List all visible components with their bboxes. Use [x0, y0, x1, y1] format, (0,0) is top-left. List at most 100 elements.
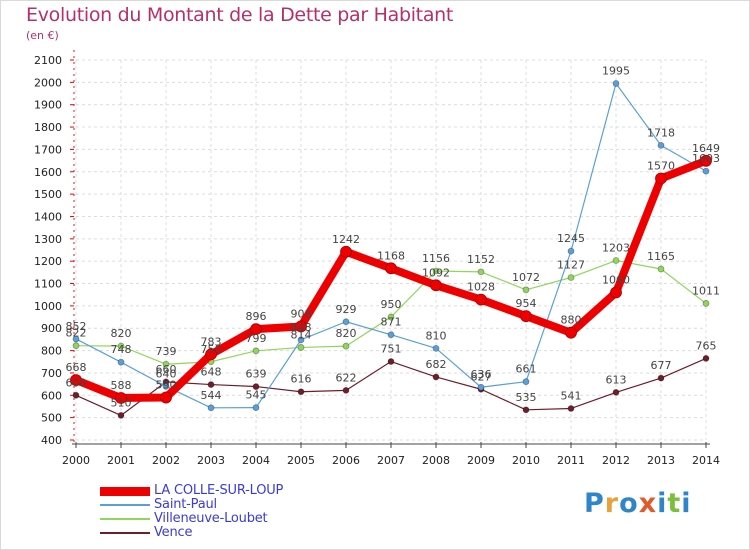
data-point-villeneuve-loubet [702, 300, 710, 307]
logo-letter: i [657, 488, 668, 519]
data-label-villeneuve-loubet: 950 [381, 298, 402, 311]
data-label-vence: 639 [246, 368, 267, 381]
x-tick-label: 2008 [422, 454, 450, 467]
data-label-villeneuve-loubet: 1165 [647, 250, 675, 263]
x-tick-label: 2000 [62, 454, 90, 467]
x-tick-label: 2014 [692, 454, 720, 467]
logo-letter: r [604, 488, 620, 519]
data-label-saint-paul: 852 [66, 320, 87, 333]
data-label-saint-paul: 661 [516, 363, 537, 376]
data-point-villeneuve-loubet [477, 268, 485, 276]
data-point-villeneuve-loubet [612, 257, 620, 264]
data-label-vence: 613 [606, 373, 627, 386]
data-point-la-colle-sur-loup [610, 286, 622, 299]
chart-title: Evolution du Montant de la Dette par Hab… [26, 4, 454, 26]
data-point-vence [612, 388, 620, 396]
data-point-vence [117, 412, 125, 419]
data-point-vence [522, 406, 530, 414]
data-point-villeneuve-loubet [297, 344, 305, 351]
data-label-saint-paul: 748 [111, 343, 132, 356]
legend-swatch [100, 518, 150, 520]
data-label-villeneuve-loubet: 1156 [422, 252, 450, 265]
data-label-villeneuve-loubet: 739 [156, 345, 177, 358]
data-point-vence [432, 373, 440, 381]
y-tick-label: 2000 [34, 76, 62, 89]
data-label-villeneuve-loubet: 1127 [557, 258, 585, 271]
data-label-villeneuve-loubet: 799 [246, 332, 267, 345]
data-label-vence: 765 [696, 339, 717, 352]
data-label-villeneuve-loubet: 1072 [512, 271, 540, 284]
data-labels: 668 588 590 783 896 908 1242 1168 1092 1028 954 880… [66, 64, 721, 409]
y-tick-label: 1900 [34, 99, 62, 112]
legend-label: LA COLLE-SUR-LOUP [154, 483, 284, 498]
data-label-vence: 751 [381, 343, 402, 356]
y-tick-label: 900 [41, 322, 62, 335]
legend-swatch [100, 486, 150, 496]
data-point-saint-paul [522, 378, 530, 386]
legend: LA COLLE-SUR-LOUP Saint-Paul Villeneuve-Lo… [100, 484, 283, 540]
data-point-la-colle-sur-loup [475, 293, 487, 306]
y-tick-label: 1200 [34, 255, 62, 268]
x-tick-label: 2007 [377, 454, 405, 467]
data-point-villeneuve-loubet [162, 360, 170, 368]
y-tick-label: 1000 [34, 300, 62, 313]
y-tick-label: 1700 [34, 143, 62, 156]
data-point-villeneuve-loubet [522, 286, 530, 294]
data-label-vence: 510 [111, 396, 132, 409]
data-point-villeneuve-loubet [567, 274, 575, 281]
data-point-saint-paul [72, 335, 80, 343]
data-label-la-colle-sur-loup: 880 [561, 314, 582, 327]
data-label-la-colle-sur-loup: 1649 [692, 142, 720, 155]
data-label-vence: 627 [471, 370, 492, 383]
data-point-villeneuve-loubet [342, 342, 350, 350]
data-point-saint-paul [387, 331, 395, 339]
data-label-la-colle-sur-loup: 1242 [332, 233, 360, 246]
data-point-vence [387, 358, 395, 365]
data-label-la-colle-sur-loup: 908 [291, 307, 312, 320]
data-label-villeneuve-loubet: 1203 [602, 242, 630, 255]
logo-letter: x [638, 488, 658, 519]
data-label-saint-paul: 848 [291, 321, 312, 334]
y-tick-label: 400 [41, 434, 62, 447]
data-label-vence: 648 [201, 366, 222, 379]
data-label-la-colle-sur-loup: 1060 [602, 273, 630, 286]
y-tick-label: 500 [41, 412, 62, 425]
legend-label: Villeneuve-Loubet [154, 511, 268, 526]
y-tick-label: 1400 [34, 210, 62, 223]
data-label-la-colle-sur-loup: 588 [111, 379, 132, 392]
data-point-saint-paul [432, 344, 440, 352]
data-point-villeneuve-loubet [117, 342, 125, 350]
data-point-villeneuve-loubet [252, 347, 260, 355]
data-point-saint-paul [342, 318, 350, 326]
data-label-saint-paul: 1245 [557, 232, 585, 245]
data-label-la-colle-sur-loup: 1028 [467, 281, 495, 294]
legend-swatch [100, 532, 150, 534]
data-label-la-colle-sur-loup: 896 [246, 310, 267, 323]
y-tick-label: 2100 [34, 54, 62, 67]
data-point-la-colle-sur-loup [70, 374, 82, 386]
data-label-la-colle-sur-loup: 590 [156, 379, 177, 392]
data-label-villeneuve-loubet: 820 [111, 327, 132, 340]
legend-item-vence: Vence [100, 526, 283, 540]
x-tick-label: 2010 [512, 454, 540, 467]
data-point-saint-paul [297, 336, 305, 344]
data-label-saint-paul: 1718 [647, 126, 675, 139]
data-point-la-colle-sur-loup [250, 323, 262, 336]
axes: 400 500 600 700 800 900 1000 1100 1200 1300 1400 15… [34, 50, 720, 467]
x-tick-label: 2005 [287, 454, 315, 467]
logo-letter: t [667, 488, 682, 519]
data-point-la-colle-sur-loup [655, 172, 667, 185]
data-label-vence: 535 [516, 391, 537, 404]
logo-letter: o [619, 488, 639, 519]
logo-letter: P [584, 488, 605, 519]
x-tick-label: 2002 [152, 454, 180, 467]
data-point-la-colle-sur-loup [700, 154, 712, 167]
data-label-vence: 682 [426, 358, 447, 371]
data-label-vence: 541 [561, 389, 582, 402]
data-label-la-colle-sur-loup: 954 [516, 297, 537, 310]
data-label-saint-paul: 871 [381, 316, 402, 329]
data-label-saint-paul: 1995 [602, 64, 630, 77]
data-label-vence: 600 [66, 376, 87, 389]
data-point-vence [72, 391, 80, 399]
